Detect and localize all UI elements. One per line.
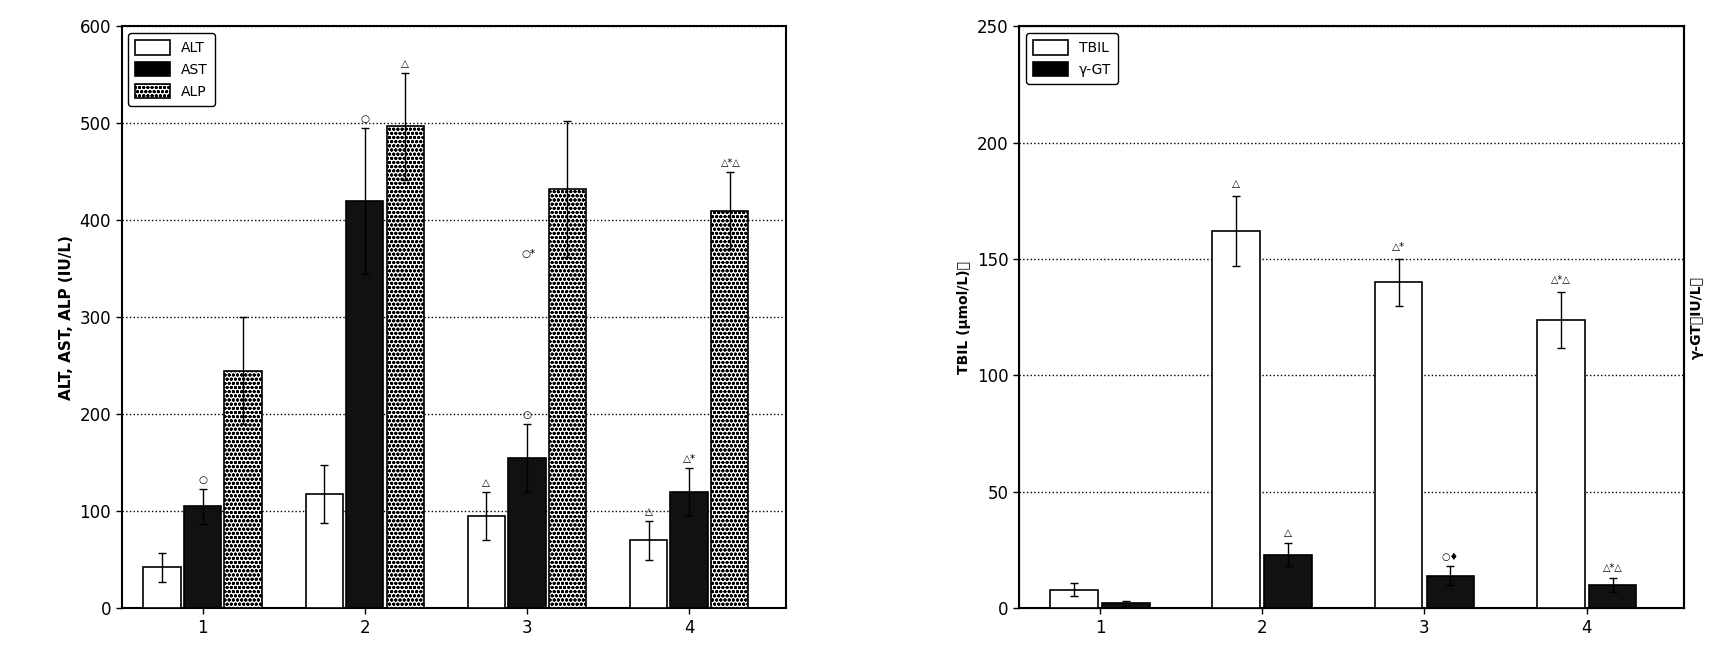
Bar (184, 506, 220, 608)
Text: △*△: △*△ (722, 158, 741, 168)
Bar (345, 201, 384, 608)
Text: ○: ○ (361, 114, 370, 124)
Legend: TBIL, γ-GT: TBIL, γ-GT (1026, 34, 1118, 84)
Y-axis label: ALT, AST, ALP (IU/L): ALT, AST, ALP (IU/L) (59, 235, 75, 400)
Bar (1264, 555, 1312, 608)
Text: △*: △* (682, 453, 696, 463)
Bar (387, 126, 424, 608)
Bar (1212, 231, 1260, 608)
Text: △*: △* (1392, 242, 1404, 252)
Text: △: △ (483, 478, 490, 488)
Bar (467, 516, 505, 608)
Text: △: △ (401, 59, 410, 69)
Bar (1375, 282, 1422, 608)
Bar (630, 540, 667, 608)
Bar (1427, 576, 1474, 608)
Bar (509, 458, 545, 608)
Text: △: △ (644, 507, 653, 517)
Bar (1102, 603, 1149, 608)
Legend: ALT, AST, ALP: ALT, AST, ALP (128, 34, 215, 106)
Bar (712, 211, 748, 608)
Text: ○: ○ (198, 475, 207, 485)
Bar (1050, 590, 1099, 608)
Bar (1588, 585, 1637, 608)
Text: △: △ (1233, 179, 1240, 189)
Y-axis label: TBIL (μmol/L)、: TBIL (μmol/L)、 (958, 261, 972, 373)
Bar (549, 189, 587, 608)
Text: △: △ (1285, 528, 1292, 538)
Bar (144, 567, 181, 608)
Bar (1536, 320, 1585, 608)
Text: ○♦: ○♦ (1443, 551, 1458, 562)
Text: △*△: △*△ (1602, 563, 1623, 573)
Y-axis label: γ-GT（IU/L）: γ-GT（IU/L） (1689, 276, 1703, 359)
Text: ○: ○ (523, 410, 531, 420)
Text: △*△: △*△ (1550, 275, 1571, 285)
Bar (306, 494, 344, 608)
Text: ○*: ○* (521, 249, 536, 259)
Bar (224, 371, 262, 608)
Bar (670, 492, 708, 608)
